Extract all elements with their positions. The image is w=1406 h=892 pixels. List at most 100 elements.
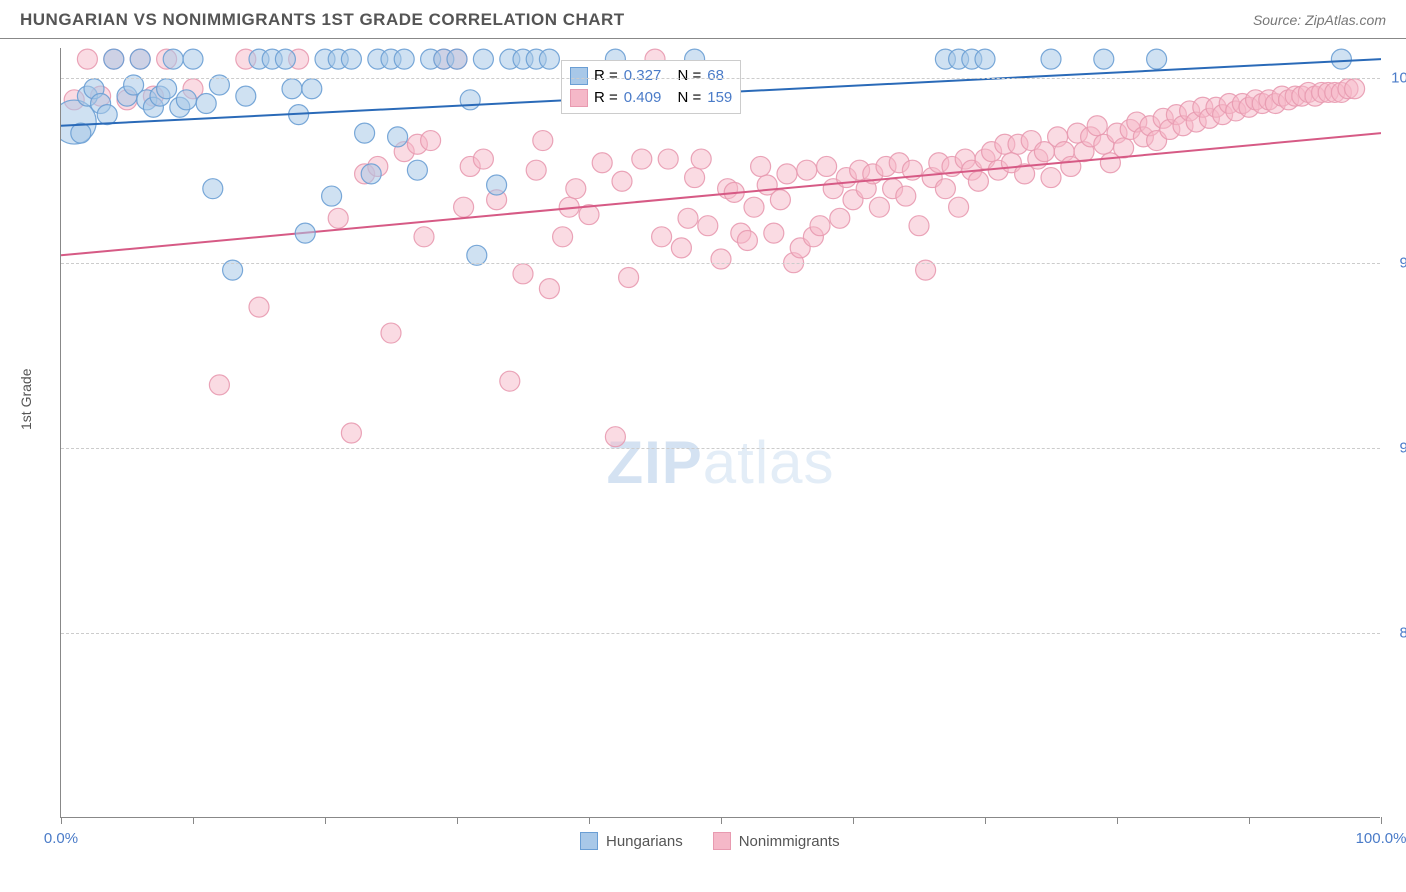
data-point-nonimmigrants bbox=[421, 131, 441, 151]
data-point-nonimmigrants bbox=[751, 156, 771, 176]
data-point-hungarians bbox=[1147, 49, 1167, 69]
data-point-hungarians bbox=[71, 123, 91, 143]
data-point-nonimmigrants bbox=[632, 149, 652, 169]
data-point-nonimmigrants bbox=[341, 423, 361, 443]
data-point-hungarians bbox=[282, 79, 302, 99]
scatter-svg bbox=[61, 48, 1381, 818]
data-point-hungarians bbox=[407, 160, 427, 180]
data-point-hungarians bbox=[236, 86, 256, 106]
x-tick bbox=[721, 817, 722, 824]
y-axis-label: 1st Grade bbox=[18, 369, 34, 430]
data-point-nonimmigrants bbox=[566, 179, 586, 199]
x-tick bbox=[589, 817, 590, 824]
data-point-nonimmigrants bbox=[473, 149, 493, 169]
data-point-hungarians bbox=[163, 49, 183, 69]
data-point-hungarians bbox=[1331, 49, 1351, 69]
data-point-nonimmigrants bbox=[671, 238, 691, 258]
x-tick bbox=[1381, 817, 1382, 824]
data-point-nonimmigrants bbox=[817, 156, 837, 176]
series-legend: Hungarians Nonimmigrants bbox=[580, 832, 840, 850]
x-tick bbox=[985, 817, 986, 824]
data-point-hungarians bbox=[275, 49, 295, 69]
data-point-nonimmigrants bbox=[209, 375, 229, 395]
data-point-nonimmigrants bbox=[1041, 168, 1061, 188]
data-point-hungarians bbox=[361, 164, 381, 184]
data-point-nonimmigrants bbox=[414, 227, 434, 247]
x-tick bbox=[61, 817, 62, 824]
data-point-nonimmigrants bbox=[1087, 116, 1107, 136]
data-point-hungarians bbox=[975, 49, 995, 69]
data-point-nonimmigrants bbox=[500, 371, 520, 391]
legend-label-nonimmigrants: Nonimmigrants bbox=[739, 833, 840, 850]
n-value-nonimmigrants: 159 bbox=[707, 87, 732, 109]
x-tick bbox=[457, 817, 458, 824]
n-label: N = bbox=[677, 87, 701, 109]
data-point-nonimmigrants bbox=[381, 323, 401, 343]
y-tick-label: 100.0% bbox=[1391, 69, 1406, 86]
data-point-nonimmigrants bbox=[770, 190, 790, 210]
gridline bbox=[61, 448, 1380, 449]
data-point-hungarians bbox=[447, 49, 467, 69]
swatch-hungarians bbox=[580, 832, 598, 850]
data-point-hungarians bbox=[104, 49, 124, 69]
x-tick-label: 0.0% bbox=[44, 830, 78, 847]
data-point-nonimmigrants bbox=[896, 186, 916, 206]
data-point-hungarians bbox=[196, 94, 216, 114]
n-value-hungarians: 68 bbox=[707, 65, 724, 87]
r-label: R = bbox=[594, 65, 618, 87]
trend-line-nonimmigrants bbox=[61, 133, 1381, 255]
data-point-nonimmigrants bbox=[533, 131, 553, 151]
data-point-nonimmigrants bbox=[909, 216, 929, 236]
data-point-hungarians bbox=[322, 186, 342, 206]
swatch-nonimmigrants bbox=[713, 832, 731, 850]
x-tick bbox=[1249, 817, 1250, 824]
data-point-nonimmigrants bbox=[619, 268, 639, 288]
data-point-nonimmigrants bbox=[935, 179, 955, 199]
legend-item-hungarians: Hungarians bbox=[580, 832, 683, 850]
x-tick-label: 100.0% bbox=[1356, 830, 1406, 847]
y-tick-label: 90.0% bbox=[1399, 439, 1406, 456]
x-tick bbox=[193, 817, 194, 824]
r-value-nonimmigrants: 0.409 bbox=[624, 87, 662, 109]
data-point-hungarians bbox=[97, 105, 117, 125]
data-point-nonimmigrants bbox=[605, 427, 625, 447]
data-point-nonimmigrants bbox=[1114, 138, 1134, 158]
data-point-nonimmigrants bbox=[830, 208, 850, 228]
data-point-nonimmigrants bbox=[612, 171, 632, 191]
data-point-nonimmigrants bbox=[968, 171, 988, 191]
data-point-nonimmigrants bbox=[249, 297, 269, 317]
r-label: R = bbox=[594, 87, 618, 109]
data-point-hungarians bbox=[302, 79, 322, 99]
legend-item-nonimmigrants: Nonimmigrants bbox=[713, 832, 840, 850]
data-point-nonimmigrants bbox=[685, 168, 705, 188]
legend-label-hungarians: Hungarians bbox=[606, 833, 683, 850]
data-point-hungarians bbox=[130, 49, 150, 69]
data-point-nonimmigrants bbox=[744, 197, 764, 217]
data-point-nonimmigrants bbox=[513, 264, 533, 284]
data-point-nonimmigrants bbox=[869, 197, 889, 217]
data-point-nonimmigrants bbox=[764, 223, 784, 243]
data-point-nonimmigrants bbox=[454, 197, 474, 217]
data-point-hungarians bbox=[460, 90, 480, 110]
data-point-hungarians bbox=[487, 175, 507, 195]
x-tick bbox=[1117, 817, 1118, 824]
data-point-hungarians bbox=[183, 49, 203, 69]
data-point-nonimmigrants bbox=[698, 216, 718, 236]
data-point-nonimmigrants bbox=[658, 149, 678, 169]
r-value-hungarians: 0.327 bbox=[624, 65, 662, 87]
data-point-hungarians bbox=[176, 90, 196, 110]
correlation-legend: R = 0.327 N = 68 R = 0.409 N = 159 bbox=[561, 60, 741, 114]
x-tick bbox=[325, 817, 326, 824]
data-point-nonimmigrants bbox=[553, 227, 573, 247]
swatch-hungarians bbox=[570, 67, 588, 85]
data-point-hungarians bbox=[341, 49, 361, 69]
chart-header: HUNGARIAN VS NONIMMIGRANTS 1ST GRADE COR… bbox=[0, 0, 1406, 39]
y-tick-label: 85.0% bbox=[1399, 624, 1406, 641]
chart-title: HUNGARIAN VS NONIMMIGRANTS 1ST GRADE COR… bbox=[20, 10, 625, 30]
data-point-nonimmigrants bbox=[652, 227, 672, 247]
gridline bbox=[61, 633, 1380, 634]
data-point-nonimmigrants bbox=[711, 249, 731, 269]
data-point-nonimmigrants bbox=[797, 160, 817, 180]
data-point-nonimmigrants bbox=[678, 208, 698, 228]
data-point-nonimmigrants bbox=[1345, 79, 1365, 99]
